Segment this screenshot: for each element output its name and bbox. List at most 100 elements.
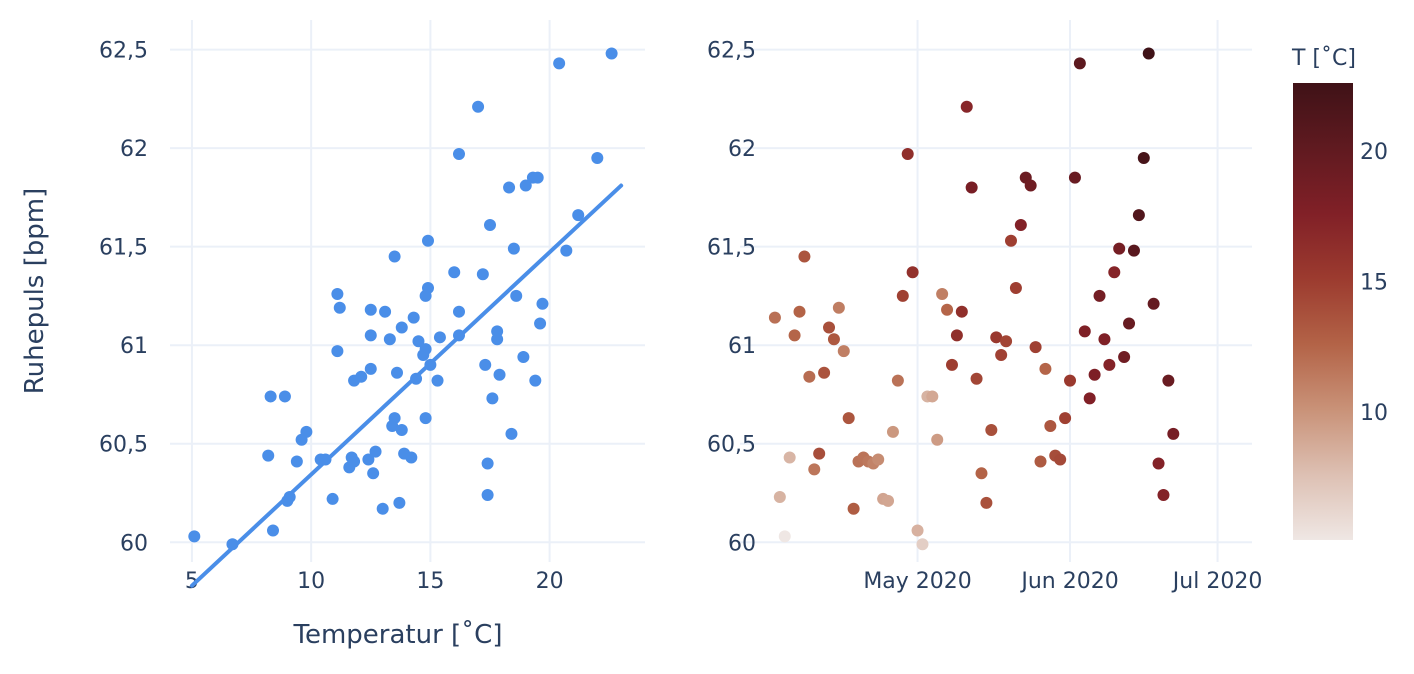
left-data-point: [331, 287, 344, 300]
left-data-point: [503, 181, 516, 194]
left-data-point: [267, 524, 279, 537]
right-data-point: [1024, 179, 1037, 192]
right-data-point: [1029, 341, 1042, 354]
left-data-point: [367, 467, 380, 480]
right-data-point: [1088, 368, 1101, 381]
left-data-point: [188, 530, 201, 543]
right-data-point: [882, 494, 895, 507]
right-x-tick-labels: May 2020 Jun 2020 Jul 2020: [863, 569, 1262, 594]
left-data-point: [419, 343, 432, 356]
right-data-point: [911, 524, 924, 537]
left-data-point: [388, 412, 401, 425]
right-data-point: [1127, 244, 1140, 257]
left-y-tick-label: 60: [120, 531, 148, 556]
right-data-point: [788, 329, 801, 342]
left-data-point: [264, 390, 277, 403]
left-data-point: [534, 317, 547, 330]
left-x-tick-label: 10: [297, 569, 325, 594]
left-data-point: [290, 455, 303, 468]
right-data-point: [985, 423, 998, 436]
right-data-point: [1118, 351, 1131, 364]
left-data-point: [355, 370, 368, 383]
colorbar-tick-label: 15: [1360, 270, 1388, 295]
left-data-point: [448, 266, 461, 279]
right-data-point: [1142, 47, 1155, 60]
trend-line: [189, 183, 624, 588]
left-data-point: [519, 179, 532, 192]
left-data-point: [553, 57, 566, 70]
right-data-point: [941, 303, 954, 316]
right-data-point: [1123, 317, 1136, 330]
right-y-tick-labels: 60 60,5 61 61,5 62 62,5: [707, 39, 756, 557]
left-data-point: [479, 358, 492, 371]
right-y-tick-label: 60: [728, 531, 756, 556]
left-data-point: [405, 451, 418, 464]
left-data-point: [326, 492, 339, 505]
right-data-point: [1083, 392, 1096, 405]
right-data-point: [1108, 266, 1121, 279]
right-data-point: [783, 451, 796, 464]
left-y-tick-label: 61: [120, 334, 148, 359]
right-data-point: [808, 463, 821, 476]
right-data-point: [768, 311, 781, 324]
right-data-point: [1157, 488, 1170, 501]
right-data-point: [886, 425, 899, 438]
left-data-point: [364, 303, 377, 316]
right-data-point: [1064, 374, 1077, 387]
right-data-point: [1103, 358, 1116, 371]
left-data-point: [481, 488, 494, 501]
right-data-point: [896, 289, 909, 302]
left-gridlines: [170, 20, 645, 562]
right-data-point: [872, 453, 885, 466]
colorbar-tick-labels: 10 15 20: [1360, 140, 1388, 426]
right-y-tick-label: 61: [728, 334, 756, 359]
right-data-point: [975, 467, 988, 480]
left-data-point: [278, 390, 291, 403]
right-data-point: [995, 349, 1008, 362]
right-data-point: [1137, 151, 1150, 164]
right-data-point: [1000, 335, 1013, 348]
left-data-point: [453, 305, 465, 318]
right-data-point: [832, 301, 845, 314]
left-data-point: [424, 358, 437, 371]
left-data-point: [531, 171, 544, 184]
left-data-point: [419, 412, 432, 425]
right-x-tick-label: Jun 2020: [1019, 569, 1118, 594]
left-data-point: [507, 242, 520, 255]
right-x-tick-label: May 2020: [863, 569, 971, 594]
right-data-point: [960, 100, 973, 113]
left-data-point: [453, 148, 465, 161]
right-data-point: [1098, 333, 1111, 346]
left-data-point: [493, 368, 506, 381]
right-y-tick-label: 60,5: [707, 433, 756, 458]
right-data-point: [990, 331, 1003, 344]
left-y-tick-label: 60,5: [99, 433, 148, 458]
left-data-point: [605, 47, 618, 60]
right-data-point: [950, 329, 963, 342]
right-y-tick-label: 61,5: [707, 236, 756, 261]
left-data-point: [529, 374, 542, 387]
right-data-point: [1009, 282, 1022, 295]
left-data-point: [333, 301, 346, 314]
right-data-point: [955, 305, 968, 318]
right-data-point: [778, 530, 791, 543]
left-data-point: [484, 218, 496, 231]
left-data-point: [391, 366, 403, 379]
right-data-point: [847, 502, 860, 515]
left-data-point: [510, 289, 523, 302]
left-data-point: [395, 321, 408, 334]
right-data-point: [965, 181, 978, 194]
left-data-point: [369, 445, 382, 458]
left-data-point: [410, 372, 423, 385]
left-y-tick-label: 62,5: [99, 39, 148, 64]
right-data-point: [916, 538, 929, 551]
right-data-point: [1059, 412, 1072, 425]
right-data-point: [793, 305, 806, 318]
right-data-point: [1039, 362, 1052, 375]
left-y-tick-label: 61,5: [99, 236, 148, 261]
right-data-point: [1113, 242, 1126, 255]
right-data-point: [842, 412, 855, 425]
left-data-point: [364, 329, 377, 342]
left-data-point: [412, 335, 425, 348]
